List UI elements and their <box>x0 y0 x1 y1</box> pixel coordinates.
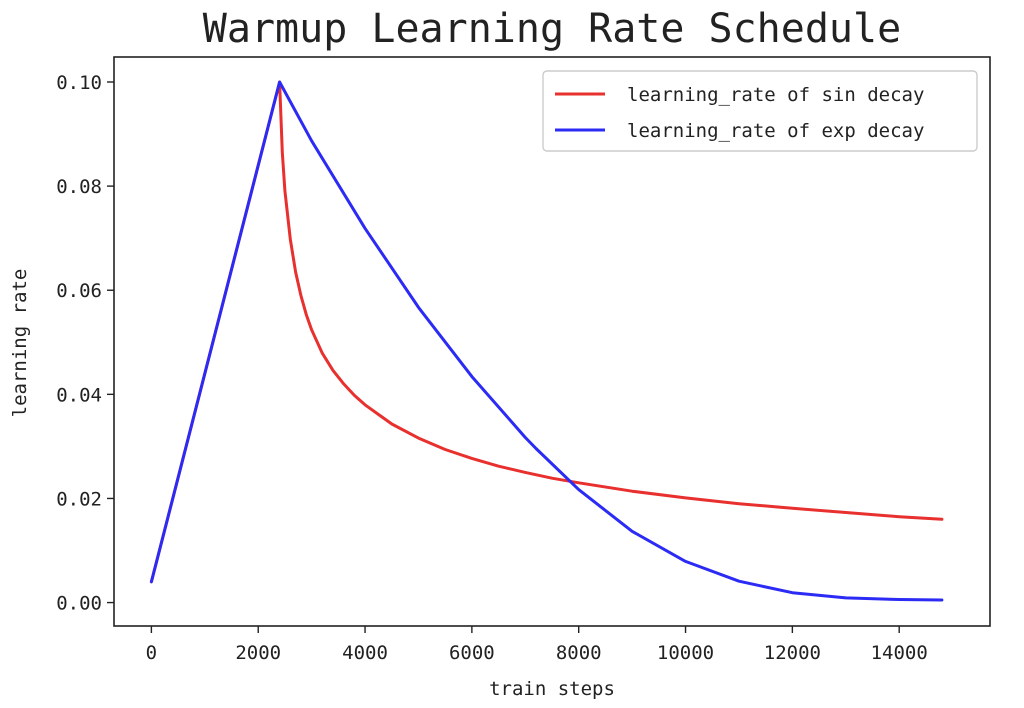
y-tick-label: 0.08 <box>56 176 102 198</box>
y-tick-label: 0.02 <box>56 488 102 510</box>
y-axis-label: learning rate <box>9 269 31 418</box>
y-tick-label: 0.00 <box>56 593 102 615</box>
chart-title: Warmup Learning Rate Schedule <box>203 6 901 52</box>
series-line-2 <box>149 80 944 602</box>
x-tick-label: 2000 <box>235 642 281 664</box>
x-tick-label: 14000 <box>871 642 928 664</box>
legend-box <box>542 70 978 152</box>
legend-label-1: learning_rate of sin decay <box>627 84 924 106</box>
y-tick-label: 0.10 <box>56 72 102 94</box>
y-tick-label: 0.06 <box>56 280 102 302</box>
y-tick-label: 0.04 <box>56 384 102 406</box>
x-tick-label: 6000 <box>449 642 495 664</box>
legend-label-2: learning_rate of exp decay <box>627 120 924 142</box>
plot-frame <box>113 56 991 627</box>
legend: learning_rate of sin decay learning_rate … <box>542 70 978 152</box>
x-tick-label: 8000 <box>556 642 602 664</box>
x-tick-label: 4000 <box>342 642 388 664</box>
plot-area: 0 2000 4000 6000 8000 10000 12000 14000 0.00 0.02… <box>56 56 991 664</box>
x-axis-label: train steps <box>489 678 615 700</box>
x-tick-label: 10000 <box>657 642 714 664</box>
x-tick-label: 12000 <box>764 642 821 664</box>
series-line-1 <box>149 80 944 584</box>
x-tick-label: 0 <box>146 642 157 664</box>
